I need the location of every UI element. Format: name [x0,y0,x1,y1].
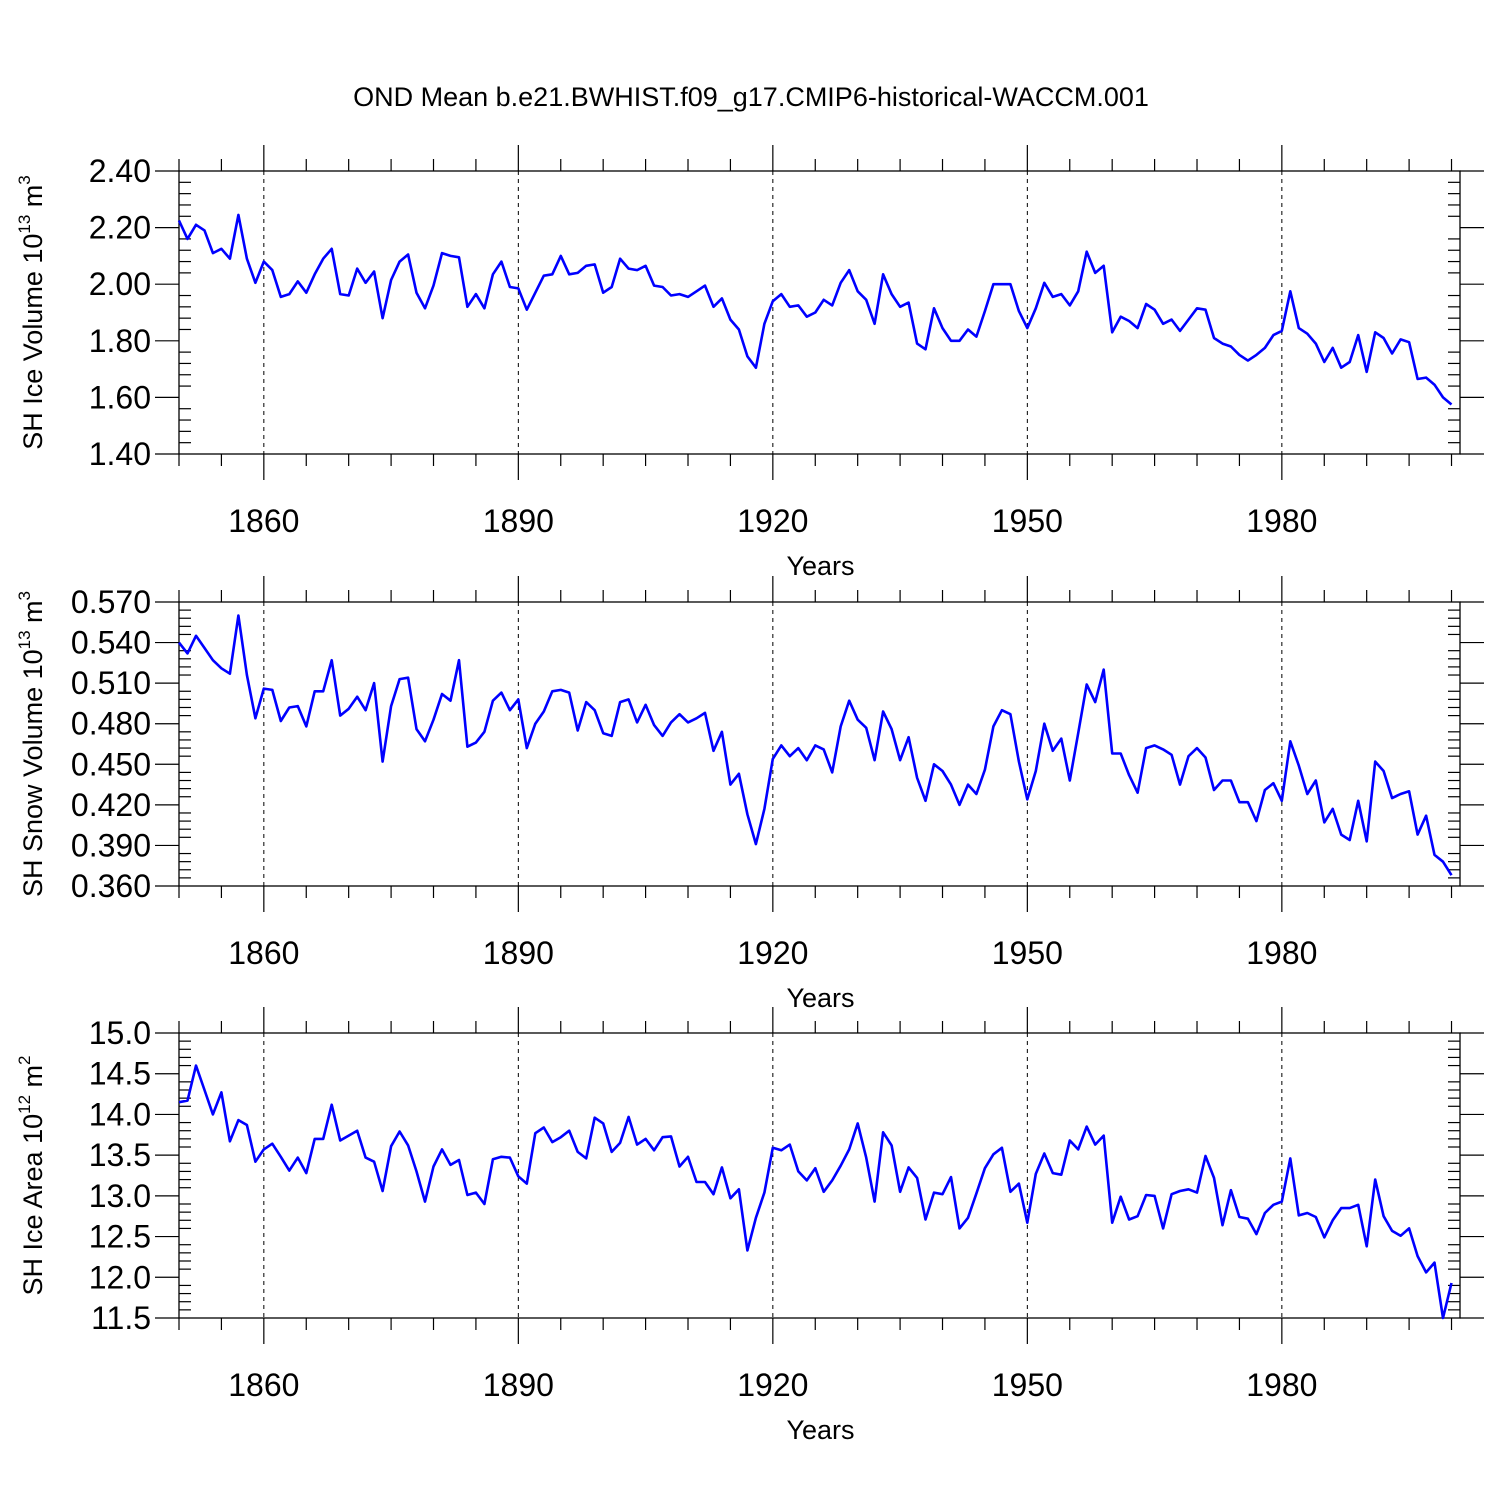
y-axis-label-unit: m [18,600,48,630]
y-tick-label-0: 1.40 [89,436,151,472]
plot-frame [178,170,1461,455]
plot-frame [178,601,1461,887]
x-tick-label-4: 1980 [1246,935,1317,971]
x-tick-label-2: 1920 [737,935,808,971]
x-tick-label-1: 1890 [483,1367,554,1403]
y-axis-label-exponent: 12 [15,1095,34,1114]
y-tick-label-3: 13.0 [89,1178,151,1214]
y-axis-label: SH Snow Volume 1013 m3 [15,591,48,897]
y-axis-label-main: SH Ice Volume 10 [18,234,48,450]
y-axis-label: SH Ice Volume 1013 m3 [15,175,48,450]
x-tick-label-4: 1980 [1246,503,1317,539]
y-axis-label-exponent: 13 [15,215,34,234]
y-tick-label-3: 2.00 [89,266,151,302]
y-tick-label-2: 0.420 [71,787,151,823]
x-tick-label-1: 1890 [483,935,554,971]
y-tick-label-5: 2.40 [89,153,151,189]
y-tick-label-7: 0.570 [71,584,151,620]
x-tick-label-0: 1860 [228,1367,299,1403]
y-tick-label-4: 13.5 [89,1137,151,1173]
plot-frame [178,1032,1461,1319]
x-tick-label-2: 1920 [737,503,808,539]
series-line-sh-ice-volume [177,213,1453,406]
y-axis-label-unit-exponent: 3 [15,591,34,600]
x-tick-label-0: 1860 [228,503,299,539]
y-tick-label-1: 1.60 [89,379,151,415]
x-tick-label-4: 1980 [1246,1367,1317,1403]
x-tick-label-3: 1950 [992,503,1063,539]
series-line-sh-ice-area [178,1064,1453,1320]
x-tick-label-1: 1890 [483,503,554,539]
y-axis-label-unit: m [18,1065,48,1095]
y-tick-label-0: 0.360 [71,868,151,904]
x-axis-label: Years [786,551,854,581]
y-axis-label-exponent: 13 [15,630,34,649]
y-tick-label-6: 0.540 [71,625,151,661]
x-tick-label-3: 1950 [992,1367,1063,1403]
y-axis-label-main: SH Snow Volume 10 [18,649,48,897]
y-axis-label-unit: m [18,185,48,215]
y-tick-label-3: 0.450 [71,746,151,782]
y-tick-label-0: 11.5 [91,1300,151,1336]
y-tick-label-6: 14.5 [89,1056,151,1092]
x-axis-label: Years [786,1415,854,1445]
series-line-sh-snow-volume [177,614,1453,876]
y-tick-label-4: 0.480 [71,706,151,742]
x-tick-label-2: 1920 [737,1367,808,1403]
panel-ice-volume: 1.40 1.60 1.80 2.00 2.20 2.40 1860 1890 1920 1950… [15,145,1484,581]
y-tick-label-2: 1.80 [89,323,151,359]
y-tick-label-5: 14.0 [89,1096,151,1132]
y-axis-label: SH Ice Area 1012 m2 [15,1056,48,1296]
y-axis-label-main: SH Ice Area 10 [18,1114,48,1296]
y-axis-label-unit-exponent: 2 [15,1056,34,1065]
y-axis-label-unit-exponent: 3 [15,175,34,184]
x-tick-label-0: 1860 [228,935,299,971]
y-tick-label-1: 12.0 [89,1259,151,1295]
figure-title: OND Mean b.e21.BWHIST.f09_g17.CMIP6-hist… [353,82,1149,112]
y-tick-label-4: 2.20 [89,210,151,246]
y-tick-label-1: 0.390 [71,827,151,863]
x-tick-label-3: 1950 [992,935,1063,971]
x-axis-label: Years [786,983,854,1013]
panel-snow-volume: 0.360 0.390 0.420 0.450 0.480 0.510 0.540 0.570… [15,576,1484,1013]
y-tick-label-2: 12.5 [89,1219,151,1255]
y-tick-label-5: 0.510 [71,665,151,701]
panel-ice-area: 11.5 12.0 12.5 13.0 13.5 14.0 14.5 15.0 1860 1890… [15,1007,1484,1445]
y-tick-label-7: 15.0 [89,1015,151,1051]
